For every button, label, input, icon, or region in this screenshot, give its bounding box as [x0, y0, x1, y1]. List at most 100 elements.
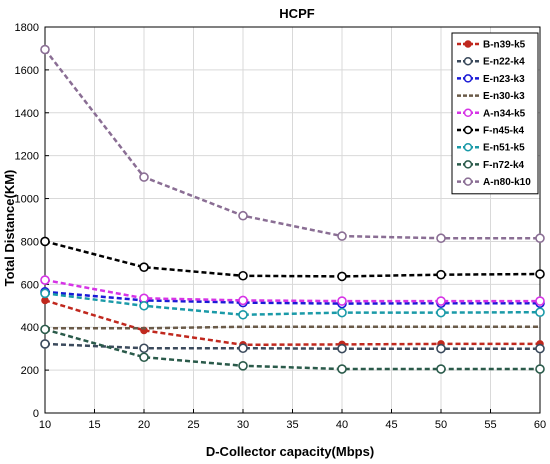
legend-marker: [464, 40, 472, 48]
data-point: [139, 343, 149, 354]
data-point: [40, 44, 50, 55]
legend-item: A-n80-k10: [457, 177, 531, 188]
x-axis-title: D-Collector capacity(Mbps): [206, 444, 374, 459]
data-point: [139, 352, 149, 363]
x-tick-label: 50: [435, 419, 447, 431]
legend-item: B-n39-k5: [457, 40, 526, 51]
data-point: [436, 307, 446, 318]
legend-item: E-n51-k5: [457, 143, 525, 154]
y-tick-label: 400: [21, 322, 39, 334]
data-point: [139, 262, 149, 272]
data-point: [139, 300, 149, 311]
data-point: [337, 231, 347, 241]
legend-marker: [463, 160, 473, 169]
plot-frame: [44, 26, 541, 414]
data-point: [535, 269, 545, 279]
data-point: [238, 270, 248, 281]
legend-label: F-n45-k4: [483, 126, 525, 137]
legend-item: F-n72-k4: [457, 160, 525, 171]
series-line: [45, 325, 540, 330]
series-line: [44, 292, 541, 317]
legend-marker: [463, 74, 473, 83]
y-axis-ticks: 0 200 400 600 800 1000 1200 1400 1600 1800: [15, 22, 49, 420]
legend-label: E-n51-k5: [483, 143, 525, 154]
series-A-n80-k10: [40, 44, 545, 244]
series-line: [44, 290, 540, 305]
legend-label: B-n39-k5: [483, 40, 526, 51]
series-F-n45-k4: [40, 236, 545, 282]
data-point: [40, 275, 50, 285]
y-axis-title: Total Distance(KM): [2, 170, 17, 287]
legend-marker: [463, 125, 473, 135]
data-point: [238, 309, 248, 320]
x-tick-label: 60: [534, 419, 546, 431]
x-tick-label: 10: [39, 419, 51, 431]
chart-title: HCPF: [279, 6, 314, 21]
series-F-n72-k4: [40, 324, 545, 374]
data-point: [40, 324, 50, 335]
series-line: [44, 240, 541, 278]
series-line: [44, 299, 540, 347]
legend-item: E-n23-k3: [457, 74, 525, 85]
legend-label: A-n34-k5: [483, 108, 526, 119]
data-point: [238, 295, 248, 306]
data-point: [436, 343, 446, 354]
data-point: [337, 271, 347, 282]
data-point: [535, 307, 545, 318]
x-axis-ticks: 10 15 20 25 30 35 40 45 50 55 60: [39, 409, 546, 431]
data-point: [535, 343, 545, 354]
legend-marker: [463, 108, 473, 118]
y-tick-label: 600: [21, 279, 39, 291]
legend-marker: [463, 56, 473, 66]
data-point: [436, 296, 446, 306]
series-line: [44, 342, 540, 350]
legend-label: E-n23-k3: [483, 74, 525, 85]
y-tick-label: 1800: [15, 22, 39, 34]
data-point: [40, 236, 50, 247]
x-tick-label: 35: [286, 419, 298, 431]
legend-label: E-n22-k4: [483, 57, 525, 68]
data-point: [40, 288, 50, 299]
y-tick-label: 1000: [15, 194, 39, 206]
data-point: [535, 233, 545, 244]
legend-item: E-n30-k3: [457, 91, 525, 102]
data-point: [238, 343, 248, 354]
series-E-n22-k4: [40, 339, 545, 354]
legend-item: A-n34-k5: [457, 108, 526, 119]
legend-label: A-n80-k10: [483, 177, 531, 188]
y-tick-label: 1600: [15, 65, 39, 77]
x-tick-label: 15: [88, 419, 100, 431]
legend-item: F-n45-k4: [457, 126, 525, 137]
legend-marker: [463, 142, 473, 152]
data-point: [40, 339, 50, 349]
data-point: [535, 296, 545, 306]
data-point: [337, 364, 347, 374]
data-point: [337, 296, 347, 306]
y-tick-label: 1400: [15, 108, 39, 120]
data-point: [337, 307, 347, 318]
y-tick-label: 0: [33, 408, 39, 420]
x-tick-label: 30: [237, 419, 249, 431]
y-tick-label: 1200: [15, 151, 39, 163]
y-tick-label: 200: [21, 365, 39, 377]
series-line: [44, 48, 540, 240]
x-tick-label: 55: [484, 419, 496, 431]
series-A-n34-k5: [40, 275, 545, 306]
legend-label: E-n30-k3: [483, 91, 525, 102]
data-point: [41, 296, 49, 305]
series-E-n30-k3: [45, 325, 540, 330]
data-point: [238, 361, 248, 371]
legend-label: F-n72-k4: [483, 160, 525, 171]
series-E-n51-k5: [40, 288, 545, 320]
x-tick-label: 40: [336, 419, 348, 431]
data-point: [436, 233, 446, 244]
y-tick-label: 800: [21, 236, 39, 248]
data-point: [535, 364, 545, 374]
data-point: [337, 343, 347, 354]
x-tick-label: 20: [138, 419, 150, 431]
series-line: [44, 328, 540, 371]
legend-marker: [463, 177, 473, 186]
legend-item: E-n22-k4: [457, 57, 525, 68]
